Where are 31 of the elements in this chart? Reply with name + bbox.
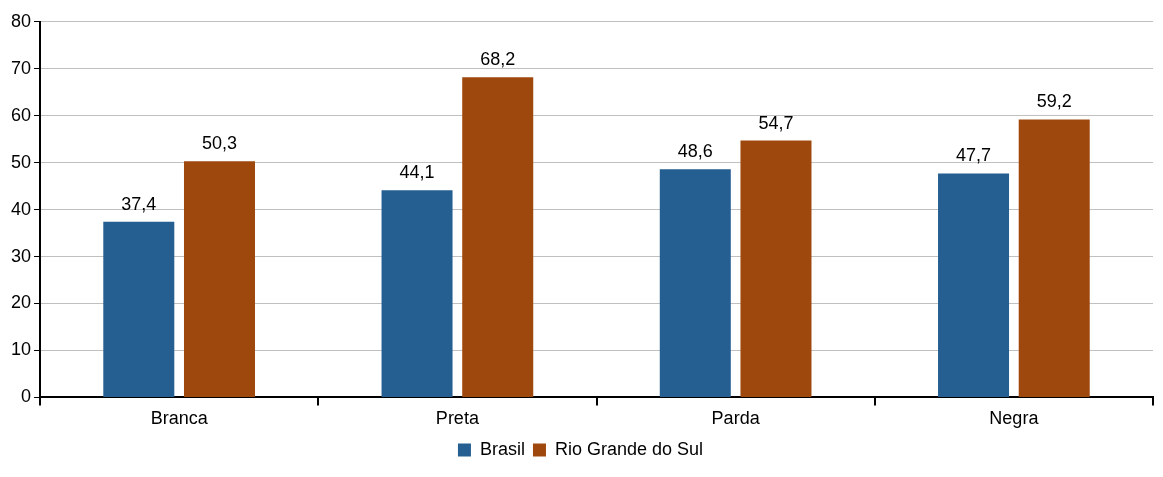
bar (659, 169, 731, 397)
y-tick-label: 20 (10, 292, 32, 313)
y-tick-label: 50 (10, 151, 32, 172)
data-label: 44,1 (399, 162, 435, 183)
y-tick-label: 60 (10, 104, 32, 125)
bar (381, 190, 453, 397)
bar (740, 140, 812, 397)
data-label: 50,3 (201, 133, 238, 154)
data-label: 54,7 (758, 112, 794, 133)
x-tick-label: Preta (435, 408, 480, 429)
y-tick-label: 80 (10, 10, 32, 31)
x-tick-label: Negra (989, 408, 1040, 429)
legend-label: Rio Grande do Sul (554, 438, 704, 459)
legend-label: Brasil (479, 438, 525, 459)
y-tick-label: 40 (10, 198, 32, 219)
data-label: 68,2 (480, 49, 516, 70)
bar (103, 221, 175, 397)
y-tick-label: 30 (10, 245, 32, 266)
x-tick-label: Parda (711, 408, 761, 429)
bar (938, 173, 1010, 397)
y-tick-label: 10 (10, 339, 32, 360)
data-label: 47,7 (956, 145, 992, 166)
bar (462, 77, 534, 397)
data-label: 48,6 (677, 141, 713, 162)
bar (1018, 119, 1090, 397)
y-tick-label: 70 (10, 57, 32, 78)
bar (183, 161, 255, 397)
data-label: 59,2 (1036, 91, 1072, 112)
data-label: 37,4 (121, 193, 157, 214)
y-tick-label: 0 (21, 386, 32, 407)
x-tick-label: Branca (150, 408, 209, 429)
